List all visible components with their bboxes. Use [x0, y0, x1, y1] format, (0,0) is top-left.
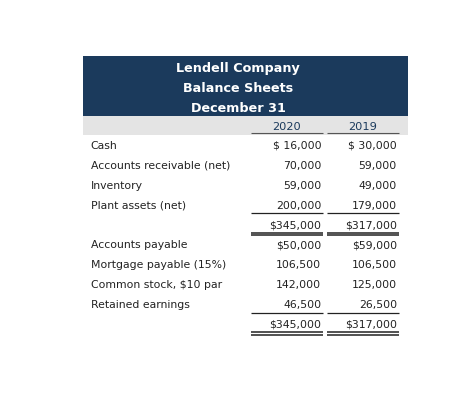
Text: 142,000: 142,000	[276, 279, 321, 290]
Text: 2019: 2019	[348, 121, 377, 131]
FancyBboxPatch shape	[83, 136, 408, 337]
Text: December 31: December 31	[191, 101, 286, 114]
Text: $345,000: $345,000	[269, 319, 321, 329]
Text: $50,000: $50,000	[276, 240, 321, 250]
Text: 26,500: 26,500	[359, 299, 397, 309]
Text: Inventory: Inventory	[91, 180, 143, 190]
Text: 70,000: 70,000	[283, 160, 321, 171]
Text: Cash: Cash	[91, 141, 117, 151]
FancyBboxPatch shape	[83, 57, 408, 117]
Text: 2020: 2020	[272, 121, 301, 131]
Text: Accounts receivable (net): Accounts receivable (net)	[91, 160, 230, 171]
Text: 49,000: 49,000	[359, 180, 397, 190]
Text: Retained earnings: Retained earnings	[91, 299, 189, 309]
Text: $345,000: $345,000	[269, 220, 321, 230]
Text: Balance Sheets: Balance Sheets	[183, 81, 293, 94]
Text: $317,000: $317,000	[345, 220, 397, 230]
Text: Plant assets (net): Plant assets (net)	[91, 200, 186, 210]
FancyBboxPatch shape	[83, 117, 408, 136]
Text: $317,000: $317,000	[345, 319, 397, 329]
Text: 46,500: 46,500	[283, 299, 321, 309]
Text: 59,000: 59,000	[283, 180, 321, 190]
Text: 106,500: 106,500	[352, 260, 397, 270]
Text: Lendell Company: Lendell Company	[176, 61, 300, 74]
Text: 59,000: 59,000	[359, 160, 397, 171]
Text: $59,000: $59,000	[352, 240, 397, 250]
Text: Common stock, $10 par: Common stock, $10 par	[91, 279, 222, 290]
Text: 125,000: 125,000	[352, 279, 397, 290]
Text: 106,500: 106,500	[276, 260, 321, 270]
Text: Accounts payable: Accounts payable	[91, 240, 187, 250]
Text: Mortgage payable (15%): Mortgage payable (15%)	[91, 260, 226, 270]
Text: 200,000: 200,000	[276, 200, 321, 210]
Text: 179,000: 179,000	[352, 200, 397, 210]
Text: $ 16,000: $ 16,000	[272, 141, 321, 151]
Text: $ 30,000: $ 30,000	[348, 141, 397, 151]
